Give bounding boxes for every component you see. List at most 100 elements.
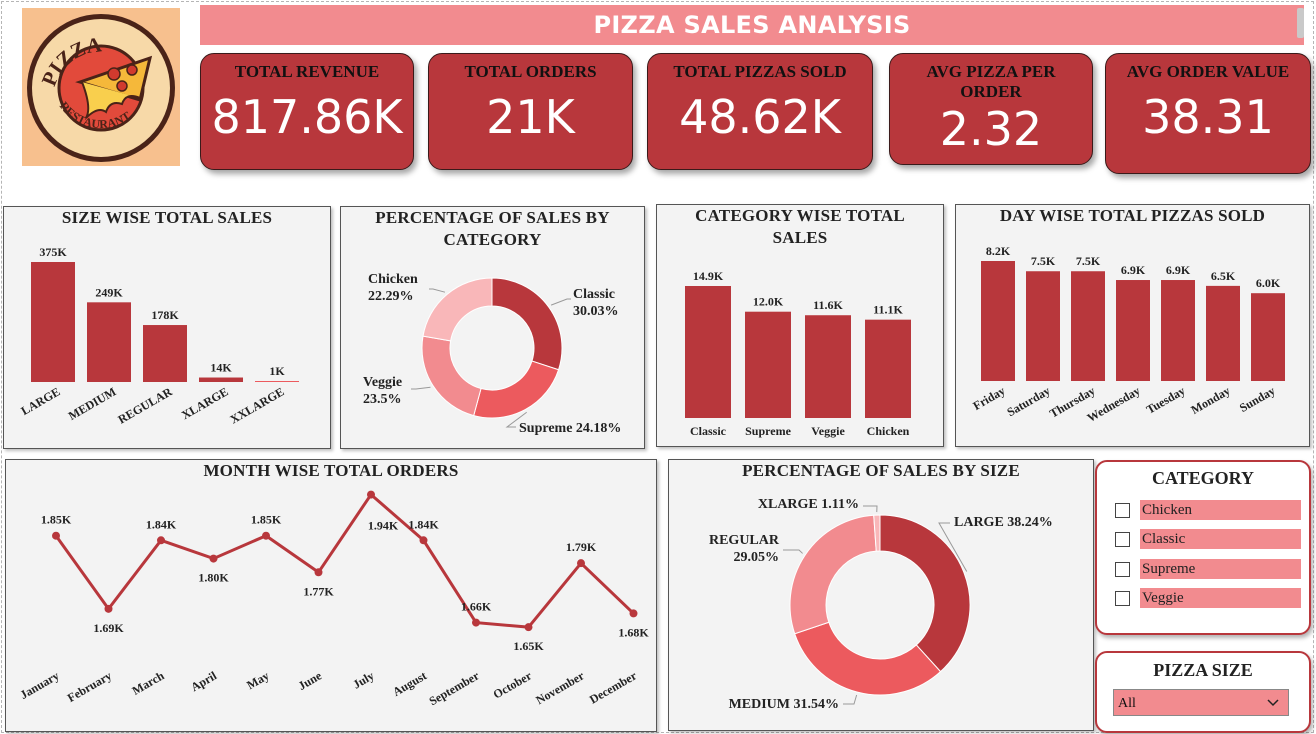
category-percentage-chart: Classic 30.03% Supreme 24.18% Veggie 23.5% Ch… bbox=[363, 272, 621, 436]
kpi-total-pizzas-sold[interactable]: TOTAL PIZZAS SOLD 48.62K bbox=[647, 53, 873, 170]
kpi-avg-order-value[interactable]: AVG ORDER VALUE 38.31 bbox=[1105, 53, 1311, 174]
pizza-restaurant-logo: PIZZA RESTAURANT bbox=[22, 8, 180, 166]
donut-slice[interactable] bbox=[491, 277, 563, 371]
axis-tick-label: Classic bbox=[690, 424, 727, 438]
data-label: 7.5K bbox=[1076, 254, 1101, 268]
donut-slice[interactable] bbox=[789, 514, 877, 635]
donut-slice[interactable] bbox=[422, 277, 493, 342]
data-point[interactable] bbox=[629, 609, 638, 618]
slice-name: Classic bbox=[573, 287, 615, 302]
data-label: 8.2K bbox=[986, 244, 1011, 258]
axis-tick-label: LARGE bbox=[19, 384, 63, 417]
month-orders-chart: 1.85K January 1.69K February 1.84K March 1.80K… bbox=[18, 490, 649, 708]
data-label: 6.9K bbox=[1121, 263, 1146, 277]
leader-line bbox=[550, 298, 571, 306]
data-point[interactable] bbox=[104, 604, 113, 613]
checkbox[interactable] bbox=[1115, 561, 1130, 577]
data-point[interactable] bbox=[472, 618, 480, 627]
data-point[interactable] bbox=[314, 568, 323, 577]
donut-slice[interactable] bbox=[473, 360, 560, 419]
slicer-option-supreme[interactable]: Supreme bbox=[1115, 559, 1301, 579]
size-sales-panel[interactable]: SIZE WISE TOTAL SALES 375K LARGE 249K MEDIU… bbox=[3, 206, 331, 449]
data-point[interactable] bbox=[157, 536, 165, 545]
chart-title: CATEGORY WISE TOTAL SALES bbox=[695, 206, 905, 247]
pizza-size-dropdown[interactable]: All bbox=[1113, 689, 1289, 716]
checkbox[interactable] bbox=[1115, 502, 1130, 518]
category-sales-chart: 14.9K Classic 12.0K Supreme 11.6K Veggie 11.1K… bbox=[685, 269, 911, 438]
category-slicer[interactable]: CATEGORY Chicken Classic Supreme Veggie bbox=[1095, 460, 1311, 635]
scrollbar-thumb[interactable] bbox=[1297, 8, 1304, 38]
data-point[interactable] bbox=[52, 531, 60, 540]
data-point[interactable] bbox=[367, 490, 375, 499]
bar[interactable] bbox=[87, 302, 131, 382]
bar[interactable] bbox=[1251, 293, 1285, 381]
bar[interactable] bbox=[805, 315, 851, 418]
data-label: 6.9K bbox=[1166, 263, 1191, 277]
slice-label: LARGE 38.24% bbox=[954, 515, 1053, 530]
slicer-option-chicken[interactable]: Chicken bbox=[1115, 500, 1301, 520]
data-label: 178K bbox=[151, 308, 179, 322]
category-sales-panel[interactable]: CATEGORY WISE TOTAL SALES 14.9K Classic 12… bbox=[656, 204, 944, 447]
donut-slice[interactable] bbox=[879, 514, 971, 673]
slice-name: REGULAR bbox=[709, 533, 780, 548]
donut-slice[interactable] bbox=[873, 514, 881, 552]
bar[interactable] bbox=[981, 261, 1015, 381]
axis-tick-label: Friday bbox=[970, 383, 1007, 412]
bar[interactable] bbox=[199, 377, 243, 382]
slice-name: Chicken bbox=[368, 272, 418, 287]
checkbox[interactable] bbox=[1115, 531, 1130, 547]
pizza-size-slicer[interactable]: PIZZA SIZE All bbox=[1095, 651, 1311, 733]
axis-tick-label: January bbox=[18, 668, 62, 701]
kpi-avg-pizza-per-order[interactable]: AVG PIZZA PER ORDER 2.32 bbox=[889, 53, 1093, 165]
bar[interactable] bbox=[255, 381, 299, 382]
axis-tick-label: MEDIUM bbox=[66, 384, 119, 422]
slicer-option-veggie[interactable]: Veggie bbox=[1115, 588, 1301, 608]
data-label: 12.0K bbox=[753, 295, 784, 309]
slicer-title: PIZZA SIZE bbox=[1153, 660, 1253, 680]
bar[interactable] bbox=[1026, 271, 1060, 381]
data-label: 1K bbox=[269, 364, 285, 378]
data-point[interactable] bbox=[577, 559, 585, 568]
data-point[interactable] bbox=[419, 536, 428, 545]
bar[interactable] bbox=[1206, 285, 1240, 381]
kpi-value: 2.32 bbox=[939, 102, 1043, 156]
size-percentage-panel[interactable]: PERCENTAGE OF SALES BY SIZE LARGE 38.24%… bbox=[668, 459, 1094, 731]
kpi-label: TOTAL REVENUE bbox=[234, 62, 380, 81]
data-label: 1.79K bbox=[566, 540, 597, 554]
axis-tick-label: May bbox=[244, 668, 271, 692]
kpi-total-revenue[interactable]: TOTAL REVENUE 817.86K bbox=[200, 53, 414, 170]
bar[interactable] bbox=[1071, 271, 1105, 381]
donut-slice[interactable] bbox=[794, 621, 942, 696]
bar[interactable] bbox=[143, 325, 187, 382]
bar[interactable] bbox=[1116, 280, 1150, 381]
day-pizzas-panel[interactable]: DAY WISE TOTAL PIZZAS SOLD 8.2K Friday 7.5… bbox=[955, 204, 1310, 447]
axis-tick-label: September bbox=[427, 668, 482, 708]
data-label: 1.77K bbox=[303, 584, 334, 598]
bar[interactable] bbox=[865, 319, 911, 418]
bar[interactable] bbox=[685, 286, 731, 418]
chart-title: SIZE WISE TOTAL SALES bbox=[61, 208, 273, 227]
kpi-label: TOTAL ORDERS bbox=[464, 62, 597, 81]
chart-title: MONTH WISE TOTAL ORDERS bbox=[203, 461, 459, 480]
slicer-option-classic[interactable]: Classic bbox=[1115, 529, 1301, 549]
size-sales-chart: 375K LARGE 249K MEDIUM 178K REGULAR 14K XLARGE 1… bbox=[19, 245, 299, 427]
bar[interactable] bbox=[1161, 280, 1195, 381]
data-point[interactable] bbox=[524, 623, 533, 632]
kpi-total-orders[interactable]: TOTAL ORDERS 21K bbox=[428, 53, 633, 170]
bar[interactable] bbox=[31, 262, 75, 382]
kpi-label: AVG ORDER VALUE bbox=[1126, 62, 1290, 81]
data-label: 1.84K bbox=[146, 517, 177, 531]
category-percentage-panel[interactable]: PERCENTAGE OF SALES BY CATEGORY Classic 3… bbox=[340, 206, 645, 449]
month-orders-panel[interactable]: MONTH WISE TOTAL ORDERS 1.85K January 1.69… bbox=[5, 459, 657, 732]
data-label: 6.5K bbox=[1211, 269, 1236, 283]
data-point[interactable] bbox=[209, 554, 218, 563]
data-label: 11.6K bbox=[813, 298, 843, 312]
bar[interactable] bbox=[745, 311, 791, 418]
data-label: 1.69K bbox=[93, 621, 124, 635]
checkbox[interactable] bbox=[1115, 590, 1130, 606]
data-point[interactable] bbox=[262, 531, 270, 540]
data-label: 1.85K bbox=[251, 513, 282, 527]
data-label: 1.68K bbox=[618, 625, 649, 639]
donut-slice[interactable] bbox=[421, 335, 482, 417]
